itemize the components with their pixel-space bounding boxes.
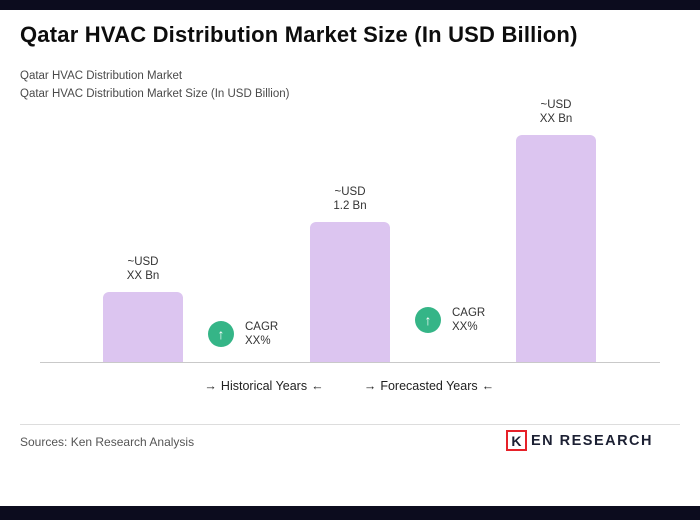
top-accent-bar xyxy=(0,0,700,10)
cagr-annotation-forecast: ↑ CAGR XX% xyxy=(415,306,485,334)
subtitle-line-2: Qatar HVAC Distribution Market Size (In … xyxy=(20,88,290,100)
axis-label-forecasted-years: → Forecasted Years ← xyxy=(339,379,519,393)
cagr-label: CAGR XX% xyxy=(245,321,279,347)
bar-value-label: ~USD XX Bn xyxy=(539,99,573,125)
right-arrow-icon: → xyxy=(363,379,377,393)
ken-research-wordmark: EN RESEARCH xyxy=(530,432,653,449)
bar-group-current: ~USD 1.2 Bn xyxy=(310,185,390,362)
bar-group-historical-start: ~USD XX Bn xyxy=(103,255,183,362)
growth-up-arrow-icon: ↑ xyxy=(208,321,234,347)
cagr-label: CAGR XX% xyxy=(452,307,486,333)
page-title: Qatar HVAC Distribution Market Size (In … xyxy=(20,22,578,47)
left-arrow-icon: ← xyxy=(481,379,495,393)
ken-research-k-icon: K xyxy=(505,430,527,451)
bar-group-forecast: ~USD XX Bn xyxy=(516,98,596,362)
sources-text: Sources: Ken Research Analysis xyxy=(20,435,195,449)
ken-research-logo: K EN RESEARCH xyxy=(505,430,653,451)
x-axis-line xyxy=(40,362,660,363)
chart-subtitle: Qatar HVAC Distribution Market Qatar HVA… xyxy=(20,67,289,103)
right-arrow-icon: → xyxy=(204,379,217,393)
left-arrow-icon: ← xyxy=(311,379,324,393)
cagr-annotation-historical: ↑ CAGR XX% xyxy=(208,320,278,348)
bar-forecast xyxy=(516,135,596,362)
bar-chart: ~USD XX Bn ~USD 1.2 Bn ~USD XX Bn ↑ CAGR… xyxy=(40,98,660,363)
bar-historical-start xyxy=(103,292,183,362)
bar-value-label: ~USD 1.2 Bn xyxy=(333,186,367,212)
footer-divider xyxy=(20,424,680,425)
subtitle-line-1: Qatar HVAC Distribution Market xyxy=(20,70,183,82)
bottom-accent-bar xyxy=(0,506,700,520)
axis-label-historical-years: → Historical Years ← xyxy=(174,379,354,393)
bar-current xyxy=(310,222,390,362)
bar-value-label: ~USD XX Bn xyxy=(126,256,160,282)
growth-up-arrow-icon: ↑ xyxy=(415,307,441,333)
